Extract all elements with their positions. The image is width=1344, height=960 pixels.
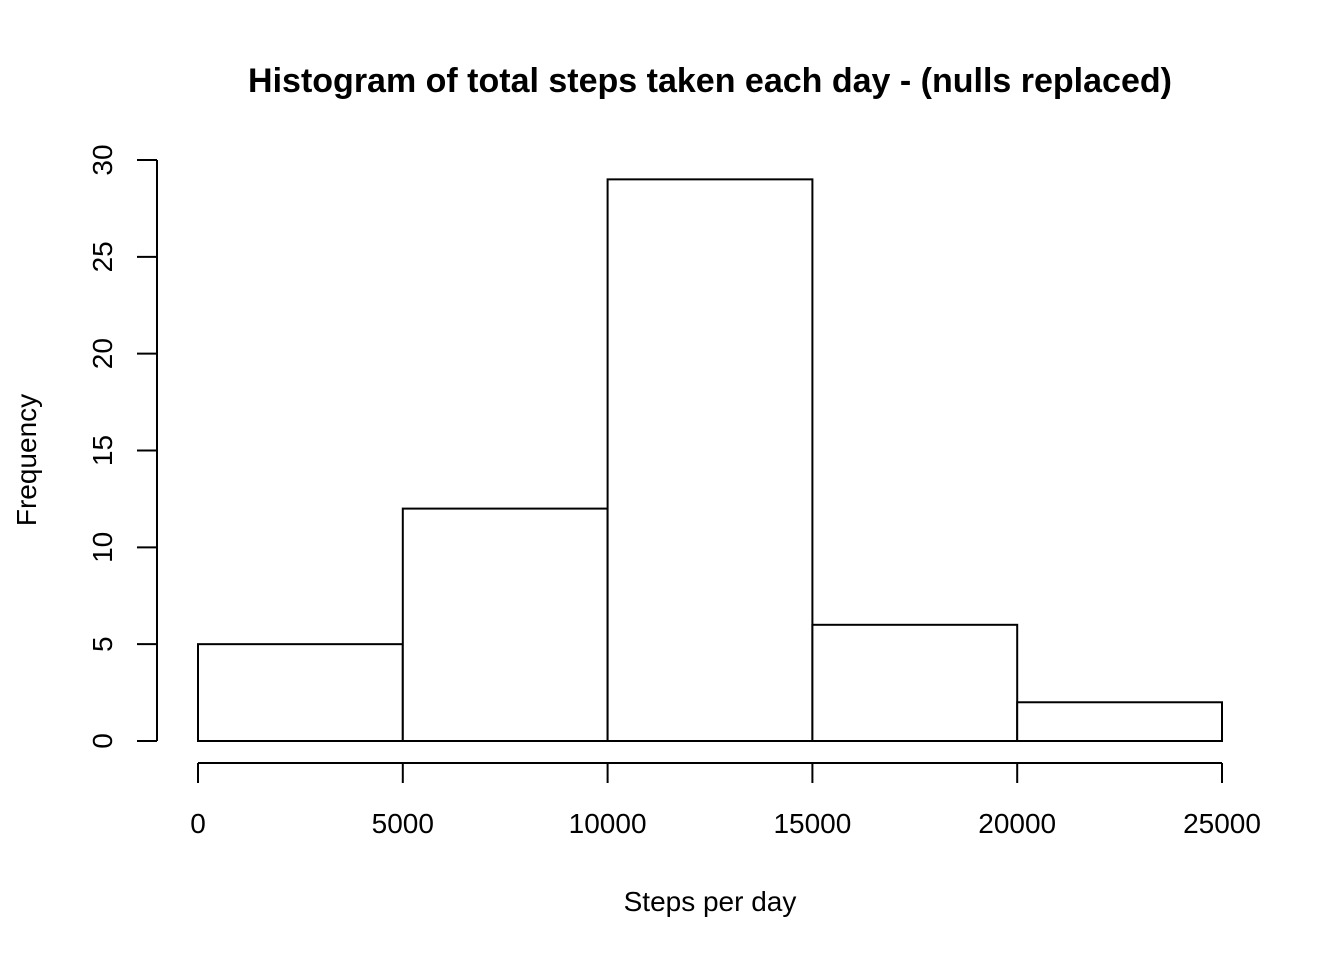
y-axis-label: Frequency [11, 394, 42, 526]
y-tick-label: 5 [87, 636, 118, 652]
histogram-bar-4 [811, 623, 1019, 742]
y-tick-label: 10 [87, 532, 118, 563]
y-tick-label: 25 [87, 241, 118, 272]
x-axis-label: Steps per day [624, 886, 797, 917]
histogram-bar-3 [606, 178, 814, 743]
x-tick-label: 25000 [1183, 808, 1261, 839]
histogram-bar-2 [401, 507, 609, 742]
x-tick-label: 0 [190, 808, 206, 839]
histogram-bar-5 [1016, 701, 1224, 742]
x-tick-label: 10000 [569, 808, 647, 839]
chart-title: Histogram of total steps taken each day … [248, 62, 1172, 100]
y-tick-label: 30 [87, 144, 118, 175]
x-tick-label: 5000 [372, 808, 434, 839]
y-tick-label: 20 [87, 338, 118, 369]
x-tick-label: 15000 [773, 808, 851, 839]
y-axis-ticks: 0 5 10 15 20 25 30 [87, 144, 157, 749]
y-tick-label: 0 [87, 733, 118, 749]
x-axis-ticks: 0 5000 10000 15000 20000 25000 [190, 763, 1261, 839]
bars-group [197, 178, 1224, 743]
x-tick-label: 20000 [978, 808, 1056, 839]
y-tick-label: 15 [87, 435, 118, 466]
histogram-bar-1 [197, 643, 404, 743]
